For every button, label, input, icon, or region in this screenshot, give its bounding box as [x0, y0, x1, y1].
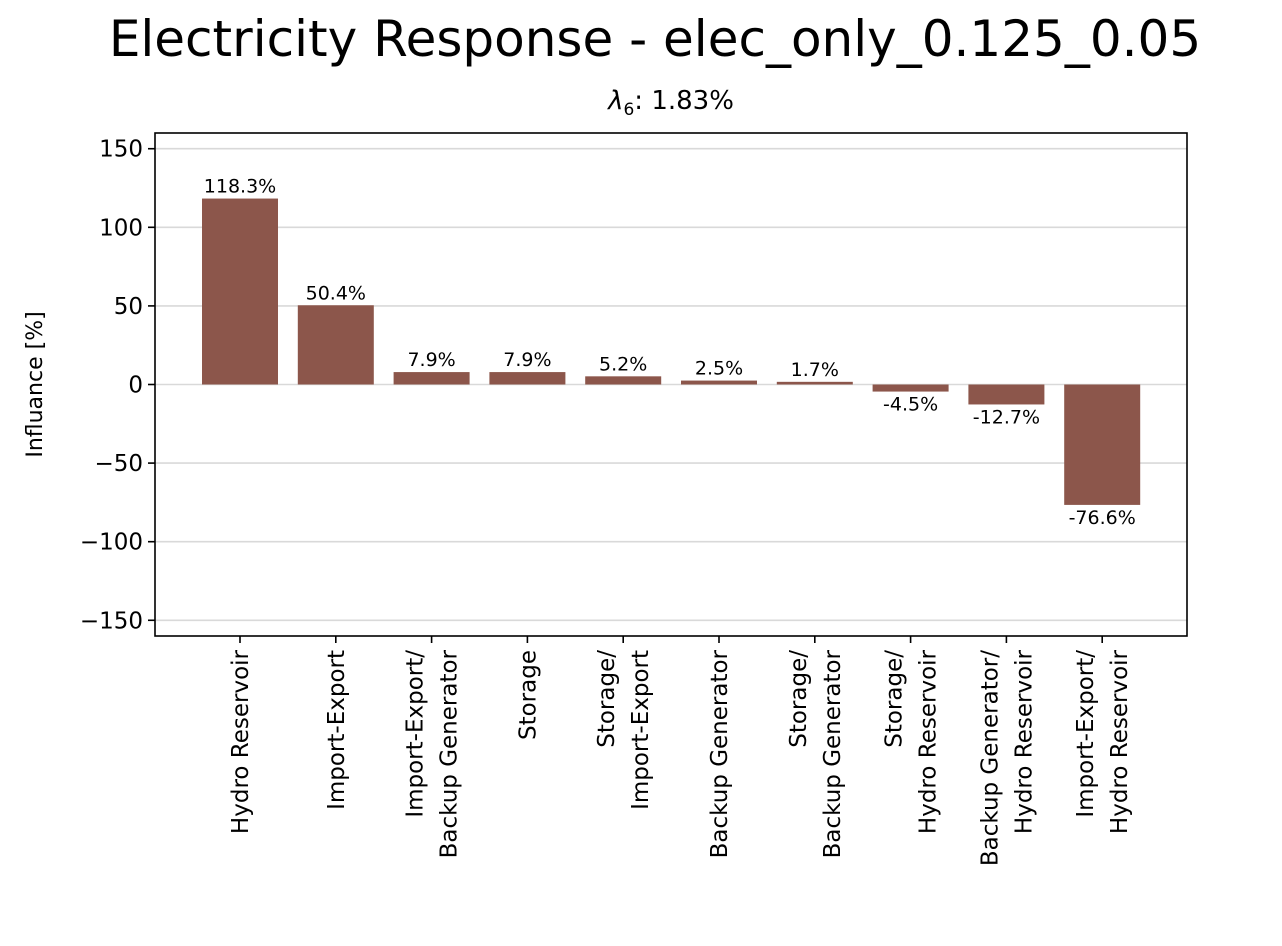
x-tick-label: Hydro Reservoir — [916, 649, 942, 834]
y-tick-label: 100 — [99, 215, 143, 241]
data-label: 5.2% — [599, 353, 647, 375]
chart-title: Electricity Response - elec_only_0.125_0… — [108, 10, 1202, 68]
chart-subtitle: λ6: 1.83% — [155, 86, 1187, 120]
x-tick-label: Backup Generator/ — [977, 650, 1003, 866]
data-label: -4.5% — [883, 394, 938, 416]
subtitle-subscript: 6 — [623, 100, 635, 121]
x-tick-label: Storage/ — [882, 650, 908, 748]
y-tick-label: −150 — [80, 608, 143, 634]
x-tick-label: Import-Export — [628, 650, 654, 810]
x-tick-label: Import-Export/ — [1073, 650, 1099, 818]
bar — [393, 372, 470, 385]
x-tick-label: Import-Export — [324, 650, 350, 810]
data-label: 118.3% — [204, 176, 276, 198]
x-tick-label: Backup Generator — [820, 649, 846, 858]
x-tick-label: Storage — [515, 650, 541, 740]
data-label: -12.7% — [973, 406, 1040, 428]
bar — [585, 376, 662, 385]
x-tick-label: Hydro Reservoir — [228, 649, 254, 834]
x-tick-label: Hydro Reservoir — [1107, 649, 1133, 834]
bar — [1064, 384, 1141, 505]
bar — [297, 305, 374, 385]
y-tick-label: −50 — [94, 451, 143, 477]
y-tick-label: 0 — [128, 373, 143, 399]
data-label: 50.4% — [306, 282, 366, 304]
data-label: 1.7% — [791, 359, 839, 381]
data-label: 2.5% — [695, 358, 743, 380]
x-tick-label: Import-Export/ — [403, 650, 429, 818]
y-axis: 150 100 50 0 −50 −100 −150 — [80, 137, 155, 634]
subtitle-value: : 1.83% — [634, 86, 734, 116]
x-tick-label: Hydro Reservoir — [1011, 649, 1037, 834]
x-tick-label: Backup Generator — [437, 649, 463, 858]
bar — [681, 380, 757, 385]
bar — [202, 198, 278, 385]
subtitle-symbol: λ — [608, 86, 624, 116]
y-axis-label: Influance [%] — [23, 311, 48, 457]
y-tick-label: −100 — [80, 530, 143, 556]
bar — [776, 381, 853, 385]
bar — [968, 384, 1045, 405]
x-tick-label: Storage/ — [786, 650, 812, 748]
bar — [489, 372, 566, 385]
bar — [872, 384, 949, 392]
y-tick-label: 50 — [114, 294, 143, 320]
bars: 118.3% 50.4% 7.9% 7.9% 5.2% 2.5% 1.7% -4.5% -12.… — [202, 176, 1141, 529]
x-axis: Hydro Reservoir Import-Export Import-Expor… — [228, 636, 1133, 866]
data-label: 7.9% — [503, 349, 551, 371]
x-tick-label: Backup Generator — [707, 649, 733, 858]
data-label: 7.9% — [407, 349, 455, 371]
y-tick-label: 150 — [99, 137, 143, 163]
x-tick-label: Storage/ — [594, 650, 620, 748]
data-label: -76.6% — [1069, 507, 1136, 529]
